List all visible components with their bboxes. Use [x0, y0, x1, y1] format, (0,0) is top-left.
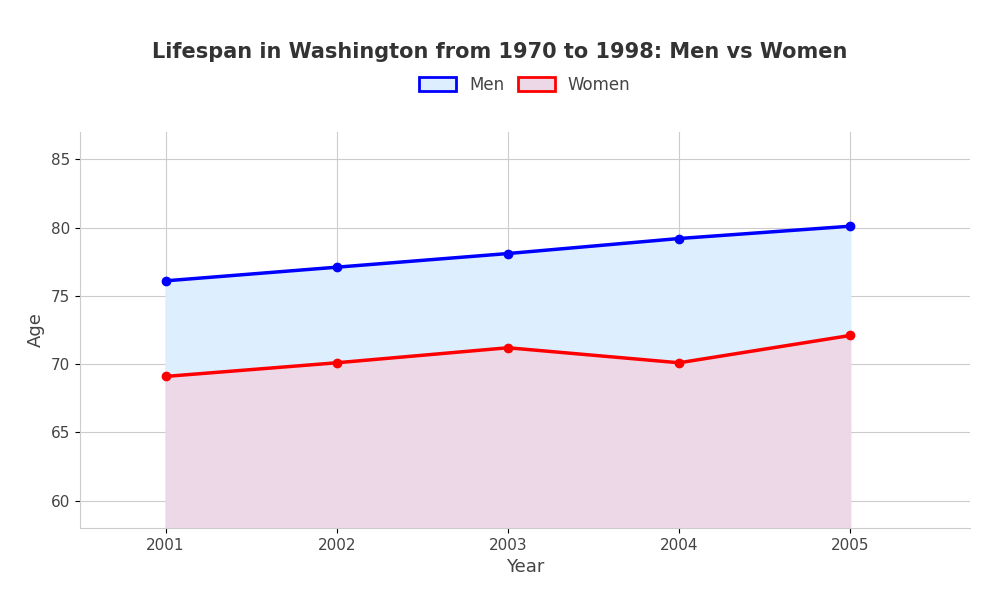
Text: Lifespan in Washington from 1970 to 1998: Men vs Women: Lifespan in Washington from 1970 to 1998…: [152, 42, 848, 62]
Y-axis label: Age: Age: [27, 313, 45, 347]
X-axis label: Year: Year: [506, 558, 544, 576]
Legend: Men, Women: Men, Women: [413, 69, 637, 100]
